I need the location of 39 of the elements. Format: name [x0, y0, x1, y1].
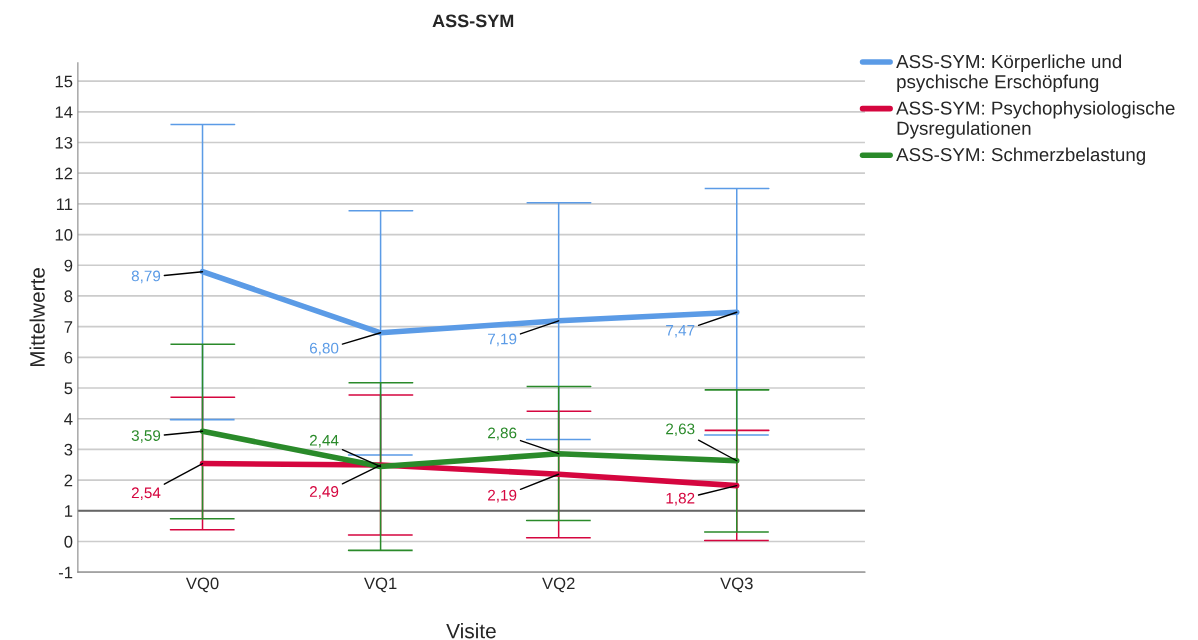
- data-label: 6,80: [309, 342, 339, 356]
- data-label: 8,79: [131, 270, 161, 284]
- data-label: 2,19: [488, 489, 517, 503]
- x-tick-label: VQ3: [720, 577, 753, 593]
- data-label: 7,47: [666, 325, 695, 338]
- y-tick-label: -1: [58, 566, 73, 579]
- legend-label: ASS-SYM: Körperliche und psychische Erschöpfung: [896, 54, 1122, 93]
- chart-title: ASS-SYM: [432, 14, 514, 28]
- y-tick-label: 0: [64, 535, 73, 548]
- y-tick-label: 15: [55, 75, 73, 88]
- y-tick-label: 10: [55, 228, 73, 241]
- data-label: 2,44: [309, 434, 339, 448]
- x-tick-label: VQ0: [185, 577, 219, 593]
- x-axis-title: Visite: [446, 623, 496, 639]
- y-tick-label: 12: [55, 167, 73, 180]
- y-tick-label: 14: [55, 106, 73, 118]
- y-tick-label: 3: [64, 443, 73, 456]
- y-axis-title: Mittelwerte: [29, 268, 45, 367]
- y-tick-label: 7: [64, 321, 73, 333]
- y-tick-label: 4: [64, 413, 73, 425]
- data-label: 1,82: [666, 492, 695, 506]
- data-label: 7,19: [488, 333, 517, 347]
- y-tick-label: 11: [56, 198, 73, 210]
- legend-label: ASS-SYM: Psychophysiologische Dysregulationen: [896, 100, 1175, 139]
- data-label: 2,54: [131, 487, 161, 500]
- x-tick-label: VQ2: [542, 577, 575, 593]
- y-tick-label: 1: [65, 505, 73, 517]
- y-tick-label: 8: [64, 290, 73, 303]
- legend-label: ASS-SYM: Schmerzbelastung: [896, 147, 1145, 165]
- data-label: 3,59: [131, 430, 161, 443]
- y-tick-label: 5: [64, 382, 73, 395]
- data-label: 2,49: [309, 486, 339, 499]
- y-tick-label: 2: [64, 474, 73, 487]
- y-tick-label: 9: [64, 259, 73, 272]
- y-tick-label: 13: [55, 136, 73, 149]
- data-label: 2,86: [488, 427, 517, 441]
- y-tick-label: 6: [64, 351, 73, 364]
- data-label: 2,63: [666, 423, 695, 437]
- x-tick-label: VQ1: [363, 577, 397, 593]
